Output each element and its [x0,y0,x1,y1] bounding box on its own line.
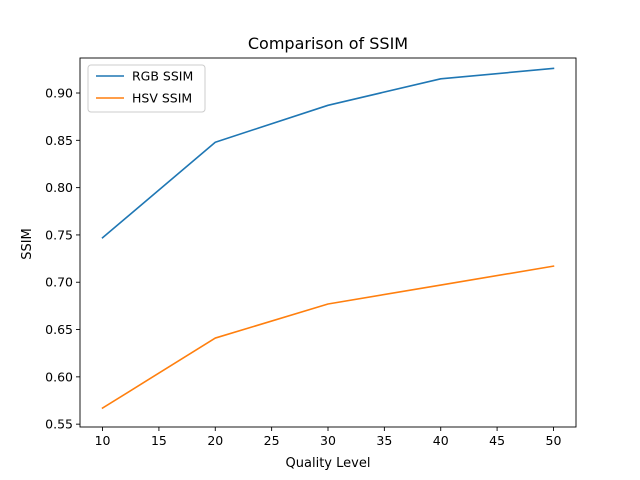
x-tick-label: 20 [207,433,223,448]
y-tick-label: 0.75 [45,227,73,242]
y-tick-label: 0.55 [45,417,73,432]
plot-area: 10 15 20 25 30 35 40 45 50 0.55 0.60 0.65 0.70 0.75 0.… [45,57,577,448]
y-tick-label: 0.80 [45,180,73,195]
legend-label: RGB SSIM [132,69,193,84]
y-tick-label: 0.90 [45,86,73,101]
x-tick-label: 15 [151,433,167,448]
x-axis-label: Quality Level [286,456,371,471]
series-line-hsv-ssim [101,265,555,410]
x-tick-label: 50 [546,433,562,448]
legend-label: HSV SSIM [132,91,192,106]
x-tick-label: 30 [320,433,336,448]
y-tick-label: 0.60 [45,369,73,384]
y-axis-label: SSIM [20,228,35,260]
x-tick-label: 10 [95,433,111,448]
y-tick-label: 0.65 [45,322,73,337]
chart-title: Comparison of SSIM [248,34,408,53]
x-tick-label: 25 [264,433,280,448]
x-tick-label: 40 [433,433,449,448]
x-tick-label: 45 [489,433,505,448]
y-tick-label: 0.85 [45,133,73,148]
series-line-rgb-ssim [101,67,555,239]
y-tick-label: 0.70 [45,275,73,290]
axes-frame [79,57,577,428]
x-tick-label: 35 [376,433,392,448]
